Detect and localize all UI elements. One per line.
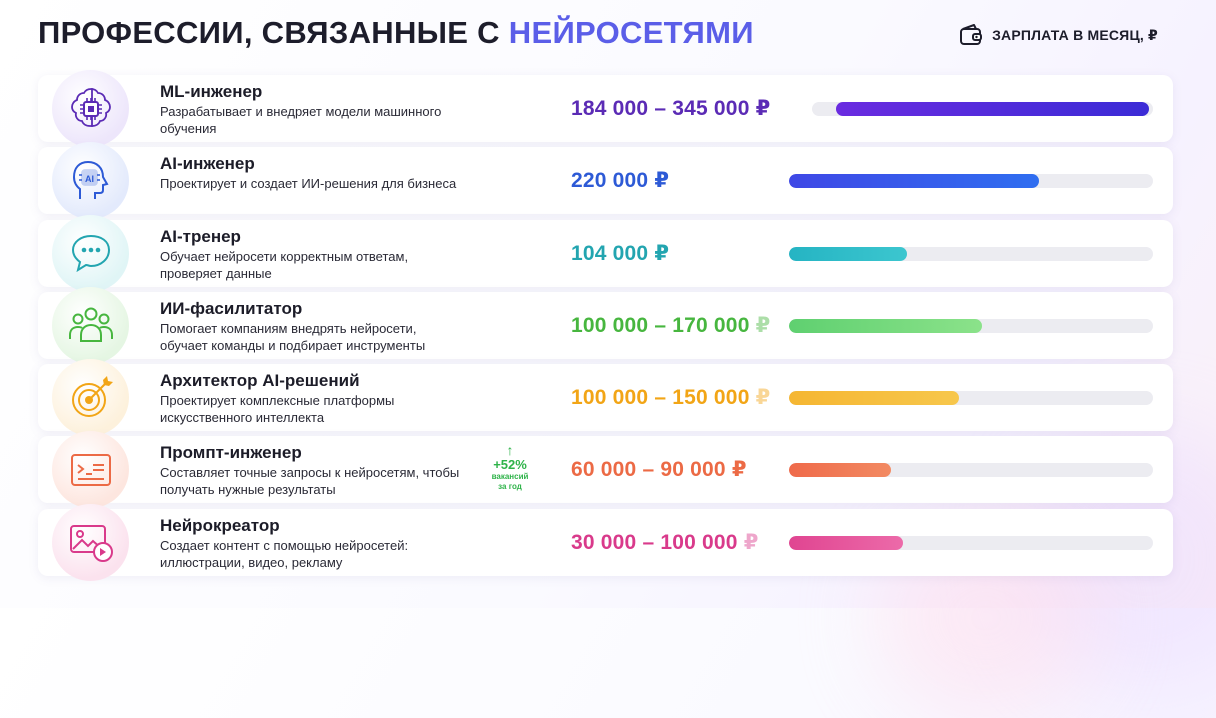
- salary-value: 100 000 – 150 000: [571, 386, 750, 410]
- profession-icon-badge: [52, 503, 129, 581]
- profession-title: ML-инженер: [160, 82, 263, 101]
- salary-bar-track: [789, 174, 1153, 189]
- salary-label: 60 000 – 90 000 ₽: [571, 457, 747, 482]
- profession-description: Составляет точные запросы к нейросетям, …: [160, 465, 460, 498]
- media-icon: [69, 525, 113, 563]
- growth-note: вакансий за год: [491, 472, 529, 492]
- profession-icon-badge: [52, 359, 129, 437]
- salary-legend: ЗАРПЛАТА В МЕСЯЦ, ₽: [958, 22, 1158, 48]
- salary-bar-track: [789, 535, 1153, 550]
- salary-bar-track: [789, 246, 1153, 261]
- profession-icon-badge: [52, 70, 129, 147]
- currency-sign: ₽: [755, 386, 771, 410]
- profession-title: AI-инженер: [160, 154, 255, 174]
- profession-description: Создает контент с помощью нейросетей: ил…: [160, 537, 409, 570]
- profession-description: Проектирует комплексные платформы искусс…: [160, 393, 395, 426]
- title-main: ПРОФЕССИИ, СВЯЗАННЫЕ С: [38, 15, 500, 50]
- profession-row: AI-тренер Обучает нейросети корректным от…: [38, 214, 1173, 292]
- growth-badge: ↑ +52% вакансий за год: [486, 443, 534, 492]
- profession-icon-badge: [52, 431, 129, 509]
- salary-value: 104 000: [571, 241, 649, 265]
- team-icon: [68, 307, 113, 343]
- salary-bar: [789, 318, 983, 333]
- profession-icon-badge: AI: [52, 142, 129, 220]
- salary-bar-track: [789, 318, 1153, 333]
- salary-label: 100 000 – 170 000 ₽: [571, 313, 770, 338]
- title-accent: НЕЙРОСЕТЯМИ: [508, 15, 754, 50]
- salary-value: 60 000 – 90 000: [571, 458, 726, 482]
- salary-bar: [836, 102, 1149, 116]
- ai-head-icon: AI: [72, 160, 109, 199]
- salary-value: 220 000: [571, 169, 649, 193]
- currency-sign: ₽: [755, 313, 771, 337]
- chip-brain-icon: [70, 87, 111, 127]
- salary-bar: [789, 174, 1039, 189]
- profession-row: ML-инженер Разрабатывает и внедряет модел…: [38, 70, 1173, 147]
- wallet-icon: [960, 24, 983, 45]
- salary-bar: [789, 535, 903, 550]
- salary-value: 30 000 – 100 000: [571, 530, 738, 554]
- arrow-up-icon: ↑: [506, 442, 514, 459]
- salary-bar: [789, 391, 960, 406]
- target-icon: [71, 375, 113, 417]
- profession-title: Архитектор AI-решений: [160, 371, 360, 391]
- salary-value: 100 000 – 170 000: [571, 313, 750, 337]
- salary-label: 104 000 ₽: [571, 241, 669, 266]
- salary-bar: [789, 463, 892, 478]
- currency-sign: ₽: [654, 169, 670, 193]
- currency-sign: ₽: [731, 458, 747, 482]
- profession-icon-badge: [52, 286, 129, 364]
- profession-row: ИИ-фасилитатор Помогает компаниям внедрят…: [38, 286, 1173, 364]
- profession-row: Нейрокреатор Создает контент с помощью не…: [38, 503, 1173, 581]
- salary-label: 100 000 – 150 000 ₽: [571, 385, 770, 410]
- salary-bar-track: [812, 102, 1153, 116]
- profession-row: Промпт-инженер Составляет точные запросы …: [38, 431, 1173, 509]
- profession-title: ИИ-фасилитатор: [160, 298, 303, 318]
- page-title: ПРОФЕССИИ, СВЯЗАННЫЕ С НЕЙРОСЕТЯМИ: [38, 14, 754, 52]
- salary-bar-track: [789, 463, 1153, 478]
- salary-bar-track: [789, 391, 1153, 406]
- salary-bar: [789, 246, 908, 261]
- salary-label: 30 000 – 100 000 ₽: [571, 530, 759, 555]
- profession-description: Обучает нейросети корректным ответам, пр…: [160, 248, 409, 281]
- currency-sign: ₽: [755, 97, 771, 120]
- profession-title: AI-тренер: [160, 226, 241, 246]
- currency-sign: ₽: [654, 241, 670, 265]
- svg-text:AI: AI: [85, 174, 94, 184]
- salary-label: 220 000 ₽: [571, 168, 669, 193]
- salary-label: 184 000 – 345 000 ₽: [571, 96, 770, 121]
- profession-description: Проектирует и создает ИИ-решения для биз…: [160, 176, 457, 192]
- salary-value: 184 000 – 345 000: [571, 97, 750, 120]
- profession-list: ML-инженер Разрабатывает и внедряет модел…: [38, 70, 1173, 581]
- legend-label: ЗАРПЛАТА В МЕСЯЦ, ₽: [992, 26, 1158, 43]
- profession-title: Нейрокреатор: [160, 515, 280, 535]
- profession-icon-badge: [52, 214, 129, 292]
- chat-bubble-icon: [71, 235, 110, 273]
- profession-description: Разрабатывает и внедряет модели машинног…: [160, 104, 442, 136]
- profession-row: AI AI-инженер Проектирует и создает ИИ-реш…: [38, 142, 1173, 220]
- terminal-icon: [70, 453, 111, 486]
- profession-description: Помогает компаниям внедрять нейросети, о…: [160, 320, 426, 353]
- profession-row: Архитектор AI-решений Проектирует комплек…: [38, 359, 1173, 437]
- profession-title: Промпт-инженер: [160, 443, 302, 463]
- currency-sign: ₽: [743, 530, 759, 554]
- growth-value: +52%: [493, 457, 527, 473]
